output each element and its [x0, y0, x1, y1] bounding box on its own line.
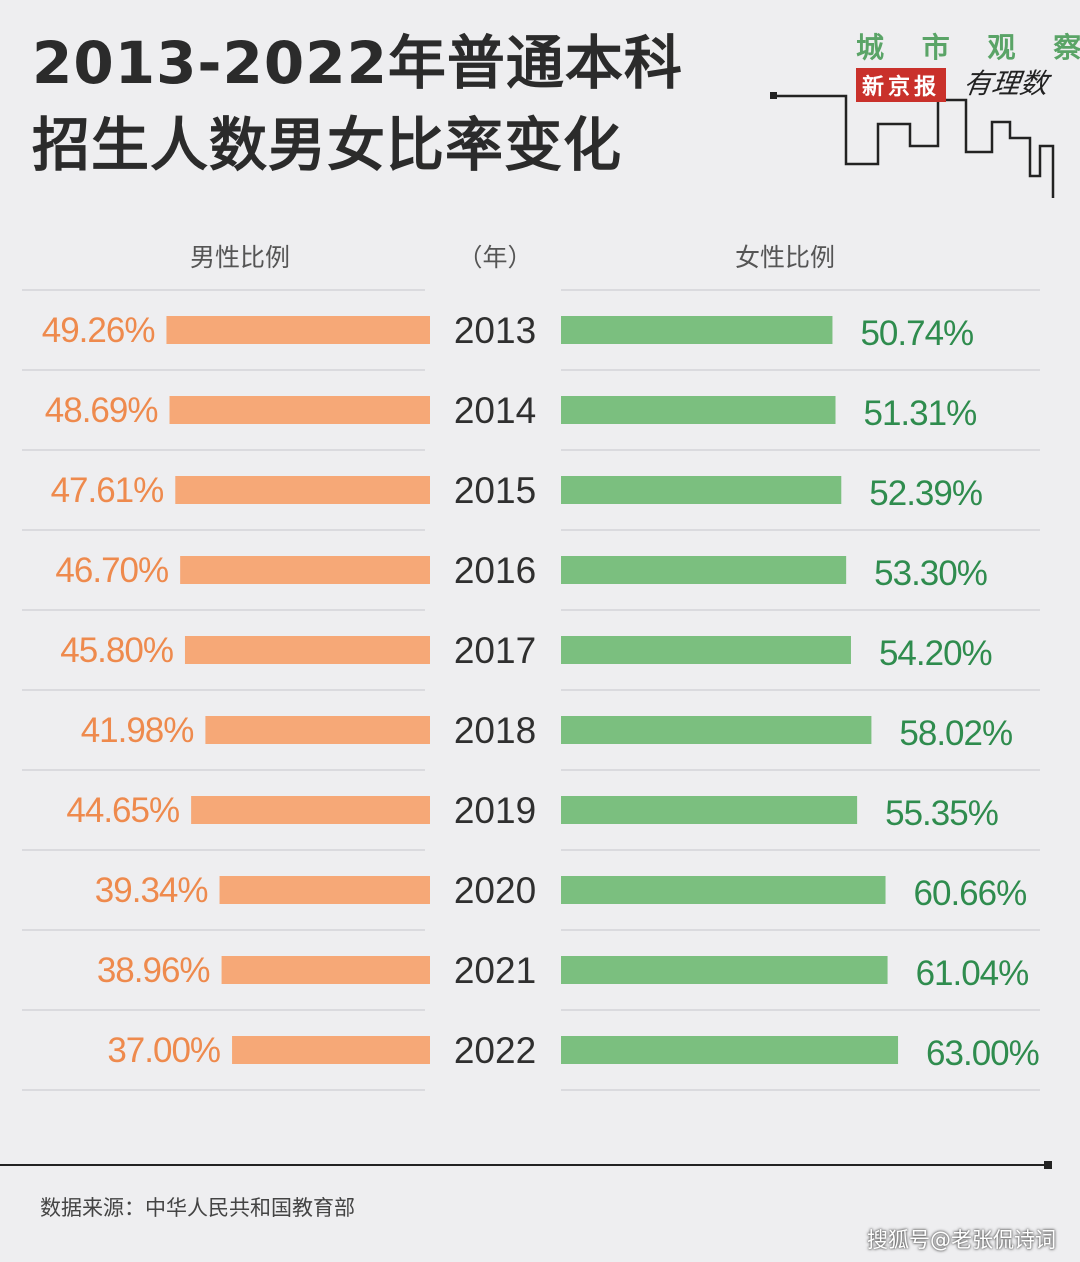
female-bar	[561, 1036, 899, 1064]
year-label: 2015	[454, 470, 536, 511]
male-bar	[191, 796, 430, 824]
female-bar	[561, 636, 851, 664]
male-bar	[205, 716, 430, 744]
male-value-label: 37.00%	[107, 1031, 220, 1070]
skyline-logo-icon	[770, 92, 1055, 198]
male-value-label: 49.26%	[42, 311, 155, 350]
female-bar	[561, 476, 842, 504]
year-label: 2021	[454, 950, 536, 991]
female-value-label: 53.30%	[874, 554, 987, 593]
year-label: 2014	[454, 390, 536, 431]
female-bar	[561, 876, 886, 904]
female-value-label: 60.66%	[914, 874, 1027, 913]
female-value-label: 55.35%	[885, 794, 998, 833]
title-line-1: 2013-2022年普通本科	[32, 29, 683, 97]
brand-city-observe: 城 市 观 察	[856, 31, 1080, 64]
female-bar	[561, 556, 847, 584]
female-value-label: 51.31%	[864, 394, 977, 433]
year-label: 2017	[454, 630, 536, 671]
male-value-label: 39.34%	[95, 871, 208, 910]
data-source: 数据来源：中华人民共和国教育部	[40, 1196, 355, 1220]
female-value-label: 54.20%	[879, 634, 992, 673]
male-bar	[221, 956, 430, 984]
male-value-label: 47.61%	[51, 471, 164, 510]
brand-logo: 城 市 观 察 新京报 有理数	[760, 26, 1080, 206]
year-column-header: （年）	[457, 243, 533, 272]
footer-divider-dot	[1044, 1161, 1052, 1169]
male-value-label: 41.98%	[81, 711, 194, 750]
chart-title: 2013-2022年普通本科 招生人数男女比率变化	[32, 22, 683, 186]
female-value-label: 50.74%	[860, 314, 973, 353]
year-label: 2016	[454, 550, 536, 591]
year-label: 2013	[454, 310, 536, 351]
female-bar	[561, 396, 836, 424]
title-line-2: 招生人数男女比率变化	[32, 111, 623, 179]
male-value-label: 45.80%	[60, 631, 173, 670]
brand-newspaper: 新京报	[856, 68, 947, 102]
male-bar	[219, 876, 430, 904]
footer-divider	[0, 1164, 1050, 1166]
female-value-label: 58.02%	[899, 714, 1012, 753]
female-bar	[561, 956, 888, 984]
male-value-label: 48.69%	[45, 391, 158, 430]
year-label: 2018	[454, 710, 536, 751]
year-label: 2020	[454, 870, 536, 911]
female-value-label: 61.04%	[916, 954, 1029, 993]
gender-ratio-chart: 49.26% 2013 50.74% 48.69% 2014 51.31% 47.61% 20…	[22, 289, 1040, 1091]
watermark: 搜狐号@老张侃诗词	[867, 1228, 1056, 1252]
male-bar	[232, 1036, 430, 1064]
female-value-label: 63.00%	[926, 1034, 1039, 1073]
male-bar	[180, 556, 430, 584]
male-bar	[166, 316, 431, 344]
female-value-label: 52.39%	[869, 474, 982, 513]
female-column-header: 女性比例	[734, 243, 835, 272]
year-label: 2019	[454, 790, 536, 831]
male-bar	[184, 636, 430, 664]
female-bar	[561, 716, 872, 744]
female-bar	[561, 316, 833, 344]
year-label: 2022	[454, 1030, 536, 1071]
female-bar	[561, 796, 858, 824]
male-value-label: 38.96%	[97, 951, 210, 990]
male-column-header: 男性比例	[189, 243, 290, 272]
male-bar	[175, 476, 430, 504]
male-value-label: 44.65%	[66, 791, 179, 830]
male-value-label: 46.70%	[55, 551, 168, 590]
male-bar	[169, 396, 431, 424]
